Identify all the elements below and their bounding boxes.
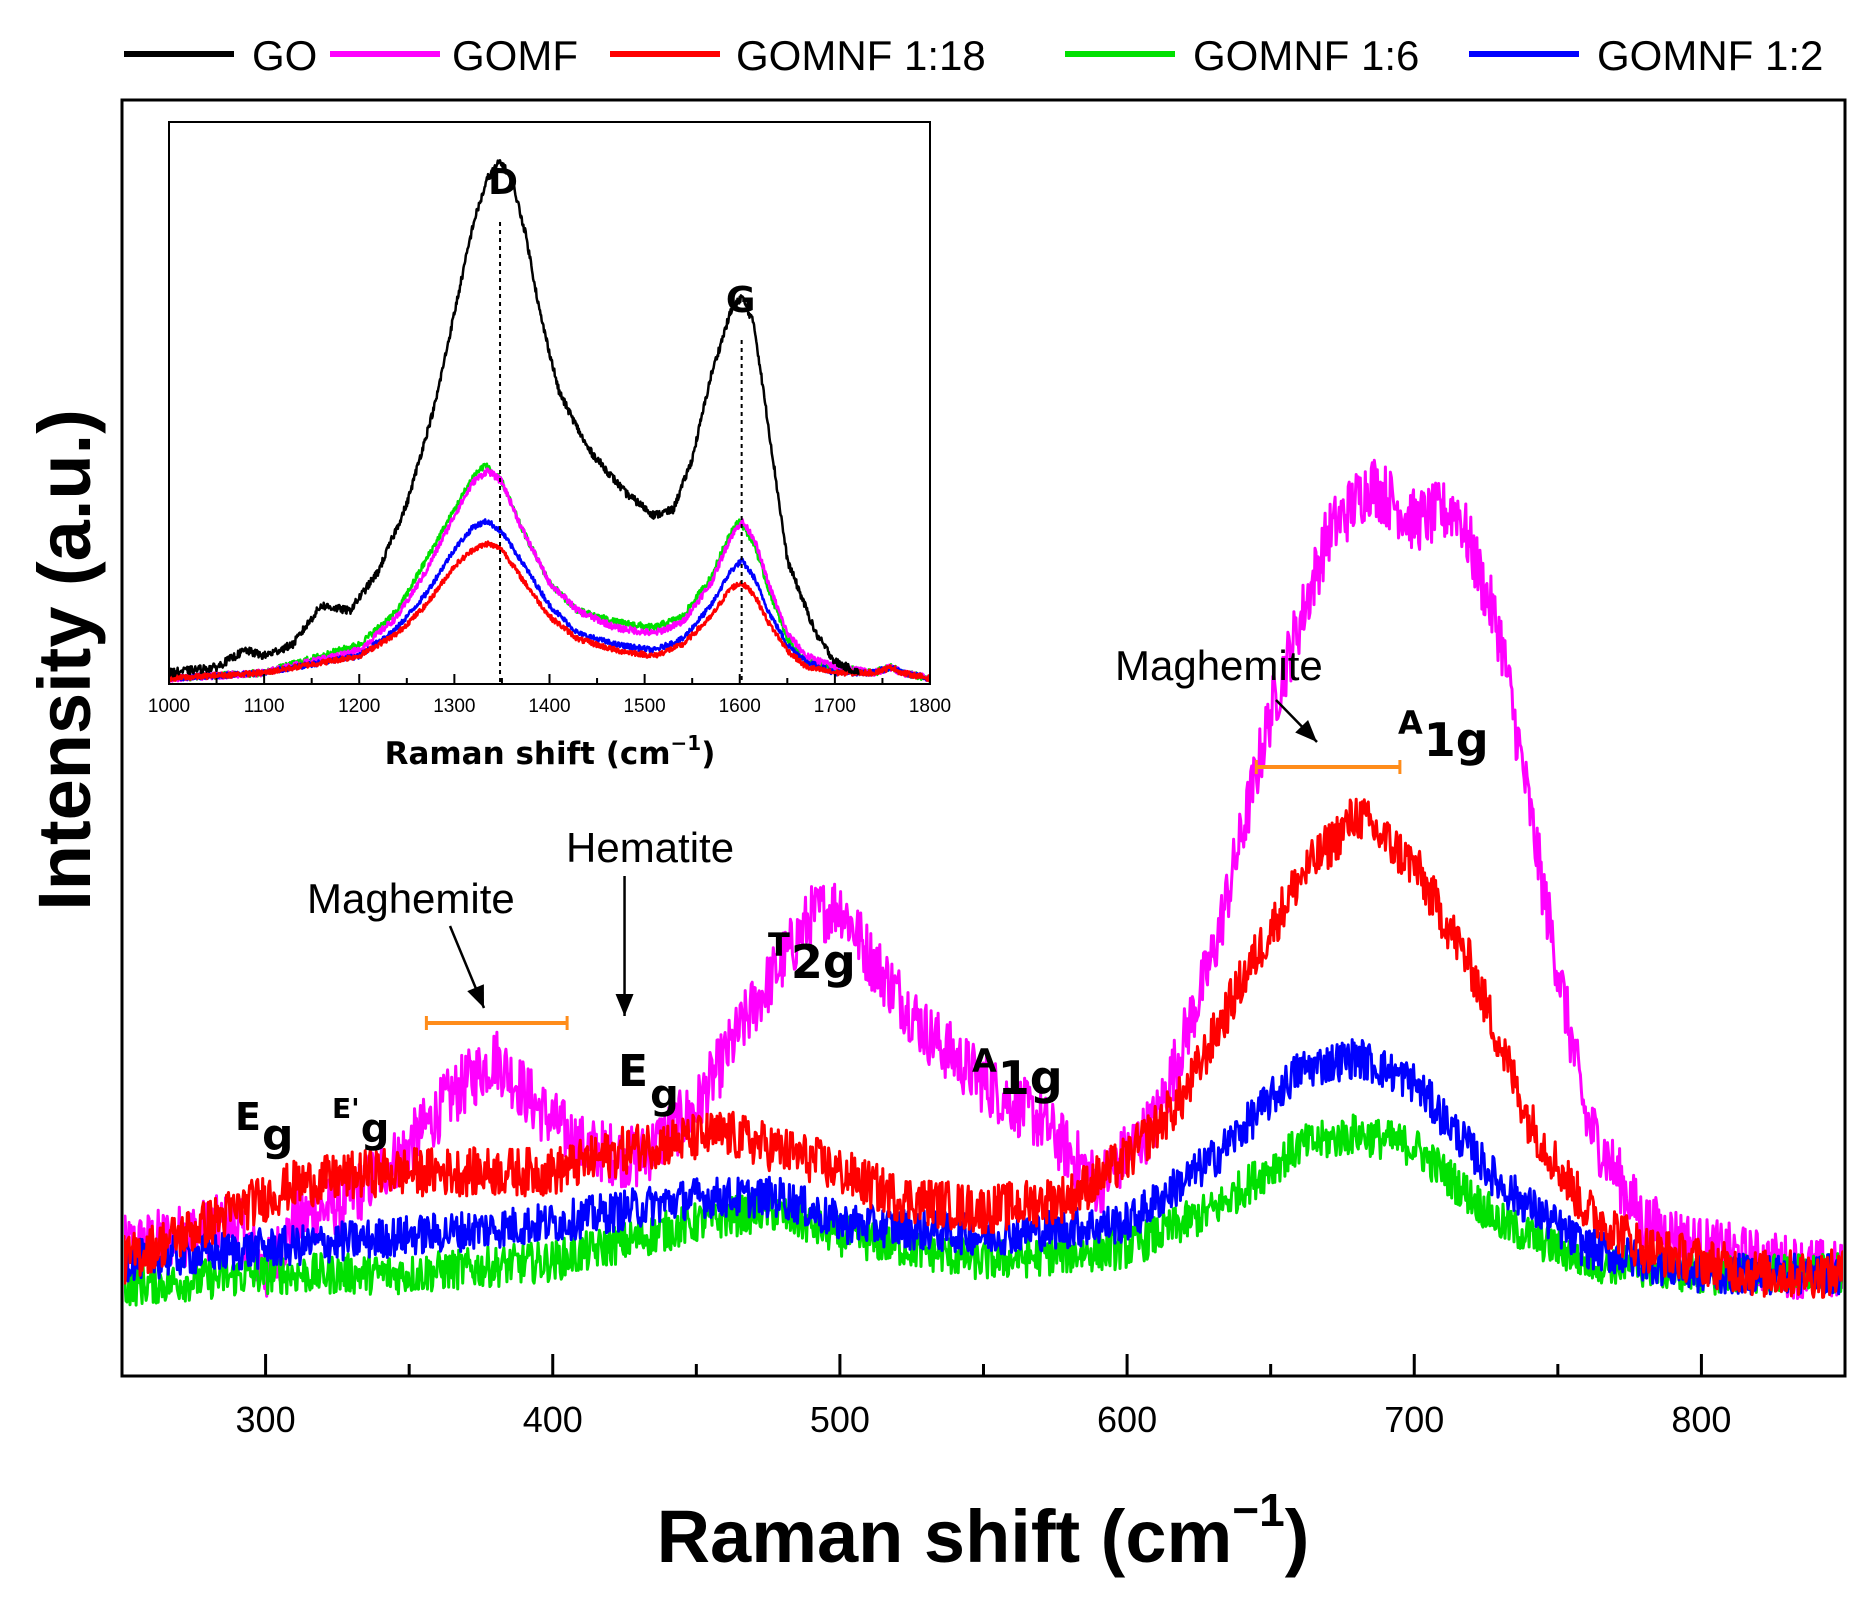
legend: GO GOMF GOMNF 1:18 GOMNF 1:6 GOMNF 1:2 (124, 32, 1823, 79)
hematite-label: Hematite (566, 824, 734, 871)
legend-label: GOMF (452, 32, 578, 79)
inset-x-tick-label: 1500 (623, 696, 665, 717)
inset-chart: 1000 1100 1200 1300 1400 1500 1600 1700 1800 DG … (148, 112, 951, 782)
peak-label: Eg (618, 1046, 679, 1118)
inset-x-tick-label: 1200 (338, 696, 380, 717)
main-x-tick-label: 300 (236, 1399, 296, 1440)
main-series-gomnf-1-18 (124, 797, 1843, 1299)
maghemite-low-label: Maghemite (307, 875, 515, 922)
main-x-tick-label: 500 (810, 1399, 870, 1440)
main-x-axis-title-sup: −1 (1232, 1484, 1284, 1536)
main-x-axis-title-text: Raman shift (cm (657, 1495, 1233, 1578)
inset-x-tick-label: 1600 (719, 696, 761, 717)
main-x-axis: 300 400 500 600 700 800 (120, 1354, 1847, 1440)
legend-item-gomnf-1-6: GOMNF 1:6 (1065, 32, 1419, 79)
inset-series-gomnf-1-18 (169, 540, 930, 683)
inset-x-tick-label: 1800 (909, 696, 951, 717)
maghemite-low-bracket (424, 1016, 569, 1030)
inset-peak-label-d: D (488, 162, 518, 203)
legend-label: GO (252, 32, 317, 79)
main-series-gomnf-1-6 (124, 1113, 1843, 1307)
main-x-tick-label: 700 (1384, 1399, 1444, 1440)
inset-x-tick-label: 1000 (148, 696, 190, 717)
inset-peak-markers: DG (488, 162, 755, 684)
legend-item-gomf: GOMF (330, 32, 578, 79)
inset-peak-label-g: G (726, 280, 756, 321)
legend-item-gomnf-1-2: GOMNF 1:2 (1469, 32, 1823, 79)
peak-label: A1g (1398, 704, 1489, 767)
inset-x-tick-label: 1100 (244, 696, 285, 717)
legend-item-go: GO (124, 32, 317, 79)
main-x-tick-label: 400 (523, 1399, 583, 1440)
maghemite-low-arrow (448, 925, 486, 1009)
legend-label: GOMNF 1:18 (736, 32, 986, 79)
hematite-arrow (615, 876, 634, 1016)
main-y-axis-title: Intensity (a.u.) (23, 409, 106, 911)
legend-label: GOMNF 1:6 (1193, 32, 1419, 79)
main-series-gomf (124, 458, 1843, 1300)
inset-series-gomf (169, 467, 930, 683)
inset-x-tick-label: 1400 (528, 696, 570, 717)
peak-label: Eg (235, 1095, 293, 1161)
inset-background (148, 112, 938, 782)
inset-series-go (169, 159, 860, 678)
legend-label: GOMNF 1:2 (1597, 32, 1823, 79)
main-x-tick-label: 800 (1671, 1399, 1731, 1440)
maghemite-high-bracket (1254, 760, 1402, 774)
main-x-tick-label: 600 (1097, 1399, 1157, 1440)
inset-x-axis-title: Raman shift (cm−1) (385, 731, 716, 772)
main-annotations: Maghemite Hematite Maghemite Eg E'g Eg T2g A1g A… (235, 642, 1489, 1161)
inset-x-axis-title-text: Raman shift (cm (385, 736, 671, 772)
maghemite-high-label: Maghemite (1115, 642, 1323, 689)
inset-plot-area (169, 159, 930, 683)
legend-item-gomnf-1-18: GOMNF 1:18 (610, 32, 986, 79)
main-plot-area (124, 458, 1843, 1307)
inset-x-tick-label: 1300 (433, 696, 475, 717)
main-x-axis-title: Raman shift (cm−1) (657, 1484, 1310, 1578)
main-x-axis-title-close: ) (1285, 1495, 1310, 1578)
maghemite-high-arrow (1275, 699, 1318, 743)
inset-x-axis-title-sup: −1 (671, 731, 702, 755)
inset-x-tick-label: 1700 (814, 696, 856, 717)
peak-label: E'g (332, 1092, 389, 1152)
inset-x-axis-title-close: ) (701, 736, 715, 772)
inset-x-axis: 1000 1100 1200 1300 1400 1500 1600 1700 1800 (148, 674, 951, 717)
peak-label: T2g (768, 926, 856, 989)
peak-label: A1g (972, 1042, 1063, 1105)
